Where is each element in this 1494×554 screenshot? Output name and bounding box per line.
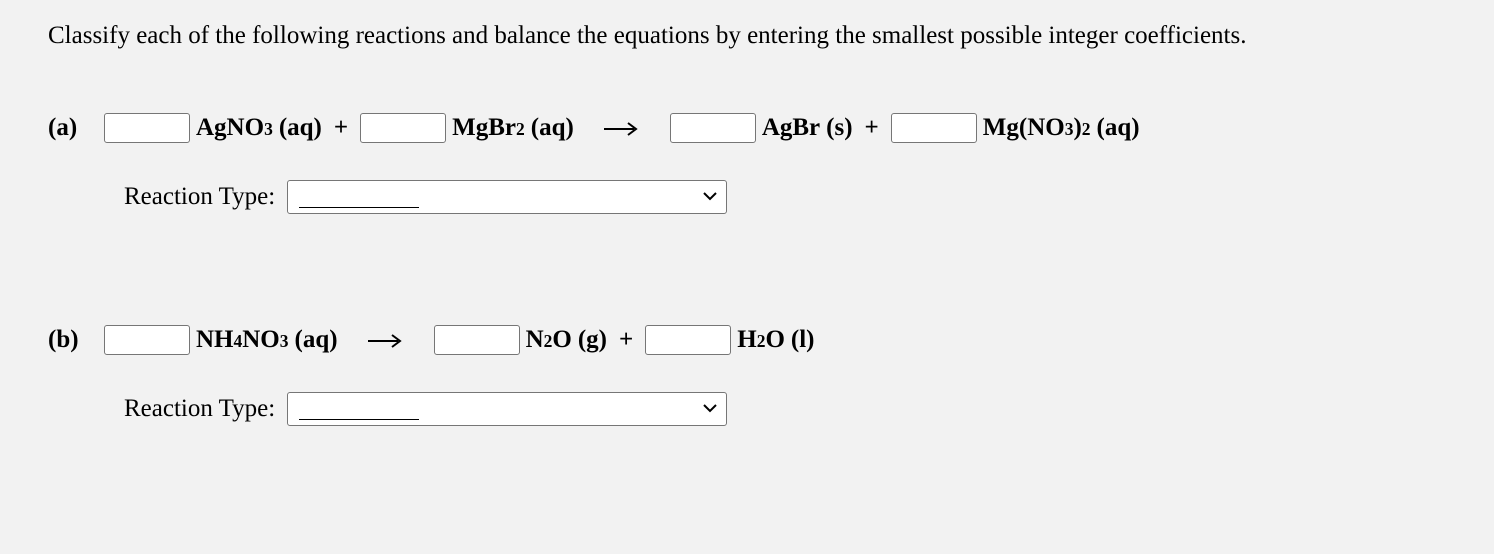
arrow-a	[580, 112, 664, 144]
species-b3: H2O	[737, 326, 785, 354]
coef-input-b3[interactable]	[645, 325, 731, 355]
coef-input-a4[interactable]	[891, 113, 977, 143]
state-a2: (aq)	[531, 114, 574, 142]
reaction-type-select-b[interactable]	[287, 392, 727, 426]
state-b3: (l)	[791, 326, 815, 354]
state-b1: (aq)	[295, 326, 338, 354]
coef-input-b2[interactable]	[434, 325, 520, 355]
species-a1: AgNO3	[196, 114, 273, 142]
plus-a1: +	[328, 114, 354, 142]
reaction-type-select-a[interactable]	[287, 180, 727, 214]
state-a1: (aq)	[279, 114, 322, 142]
species-b1: NH4NO3	[196, 326, 289, 354]
arrow-b	[344, 324, 428, 356]
reaction-type-label-a: Reaction Type:	[124, 183, 275, 211]
state-a4: (aq)	[1097, 114, 1140, 142]
part-b-equation: NH4NO3 (aq) N2O (g) + H2O (l)	[104, 324, 815, 356]
state-a3: (s)	[826, 114, 852, 142]
part-a-label: (a)	[48, 112, 104, 142]
part-a-equation: AgNO3 (aq) + MgBr2 (aq) AgBr (s) + Mg(NO…	[104, 112, 1140, 144]
reaction-type-row-a: Reaction Type:	[124, 180, 1446, 214]
species-a4: Mg(NO3)2	[983, 114, 1091, 142]
species-a3: AgBr	[762, 114, 820, 142]
plus-a2: +	[859, 114, 885, 142]
question-prompt: Classify each of the following reactions…	[48, 22, 1446, 50]
coef-input-b1[interactable]	[104, 325, 190, 355]
part-b-label: (b)	[48, 324, 104, 354]
coef-input-a1[interactable]	[104, 113, 190, 143]
coef-input-a3[interactable]	[670, 113, 756, 143]
coef-input-a2[interactable]	[360, 113, 446, 143]
state-b2: (g)	[578, 326, 607, 354]
species-b2: N2O	[526, 326, 572, 354]
part-a: (a) AgNO3 (aq) + MgBr2 (aq) AgBr (s) + M…	[48, 112, 1446, 144]
species-a2: MgBr2	[452, 114, 525, 142]
reaction-type-label-b: Reaction Type:	[124, 395, 275, 423]
part-b: (b) NH4NO3 (aq) N2O (g) + H2O (l)	[48, 324, 1446, 356]
reaction-type-row-b: Reaction Type:	[124, 392, 1446, 426]
plus-b1: +	[613, 326, 639, 354]
